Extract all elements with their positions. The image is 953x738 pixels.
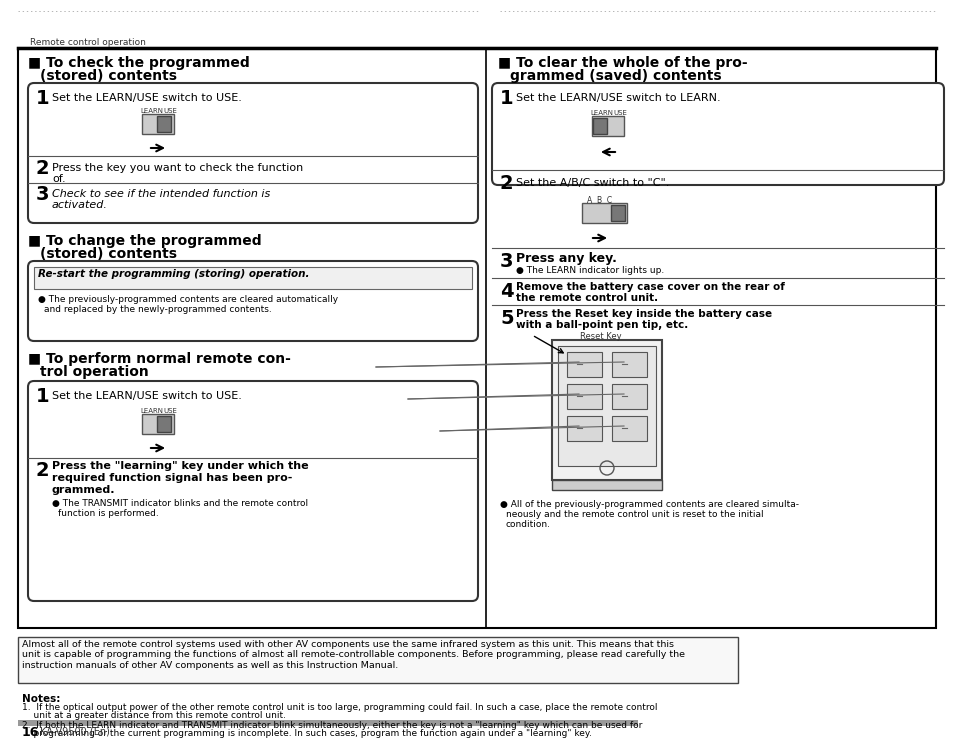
Text: 2: 2 xyxy=(36,461,50,480)
Text: 5: 5 xyxy=(499,309,513,328)
Bar xyxy=(612,352,646,377)
Text: Press any key.: Press any key. xyxy=(516,252,617,265)
Text: required function signal has been pro-: required function signal has been pro- xyxy=(52,473,292,483)
Text: Set the LEARN/USE switch to USE.: Set the LEARN/USE switch to USE. xyxy=(52,391,242,401)
Bar xyxy=(34,267,472,289)
Text: ● All of the previously-programmed contents are cleared simulta-: ● All of the previously-programmed conte… xyxy=(499,500,799,509)
Text: USE: USE xyxy=(163,408,176,414)
Text: USE: USE xyxy=(613,110,626,116)
Bar xyxy=(558,346,656,466)
Text: the remote control unit.: the remote control unit. xyxy=(516,293,658,303)
Text: 1: 1 xyxy=(499,89,513,108)
FancyBboxPatch shape xyxy=(28,83,477,223)
Bar xyxy=(566,384,601,409)
Text: 2: 2 xyxy=(36,159,50,178)
FancyBboxPatch shape xyxy=(28,381,477,601)
Text: Set the LEARN/USE switch to USE.: Set the LEARN/USE switch to USE. xyxy=(52,93,242,103)
Text: grammed (saved) contents: grammed (saved) contents xyxy=(510,69,720,83)
Bar xyxy=(566,416,601,441)
Text: programming or the current programming is incomplete. In such cases, program the: programming or the current programming i… xyxy=(22,729,591,738)
Text: Re-start the programming (storing) operation.: Re-start the programming (storing) opera… xyxy=(38,269,309,279)
Text: Reset Key: Reset Key xyxy=(579,332,621,341)
Bar xyxy=(157,116,171,132)
Text: Check to see if the intended function is: Check to see if the intended function is xyxy=(52,189,270,199)
Bar xyxy=(552,340,661,480)
Text: ● The TRANSMIT indicator blinks and the remote control: ● The TRANSMIT indicator blinks and the … xyxy=(52,499,308,508)
Bar xyxy=(157,416,171,432)
Text: LEARN: LEARN xyxy=(589,110,613,116)
Text: Almost all of the remote control systems used with other AV components use the s: Almost all of the remote control systems… xyxy=(22,640,684,670)
Text: (stored) contents: (stored) contents xyxy=(40,69,177,83)
Text: trol operation: trol operation xyxy=(40,365,149,379)
Bar xyxy=(610,205,624,221)
Text: 16: 16 xyxy=(22,726,39,738)
Text: 1: 1 xyxy=(36,89,50,108)
Bar xyxy=(142,114,173,134)
Text: KA-V9500 (En): KA-V9500 (En) xyxy=(40,727,110,737)
Text: neously and the remote control unit is reset to the initial: neously and the remote control unit is r… xyxy=(505,510,762,519)
FancyBboxPatch shape xyxy=(28,261,477,341)
Text: ■ To change the programmed: ■ To change the programmed xyxy=(28,234,261,248)
Text: 1.  If the optical output power of the other remote control unit is too large, p: 1. If the optical output power of the ot… xyxy=(22,703,657,712)
Text: unit at a greater distance from this remote control unit.: unit at a greater distance from this rem… xyxy=(22,711,286,720)
Text: USE: USE xyxy=(163,108,176,114)
Text: A  B  C: A B C xyxy=(586,196,612,205)
Text: Remote control operation: Remote control operation xyxy=(30,38,146,47)
Bar xyxy=(142,414,173,434)
Text: 2.  If both the LEARN indicator and TRANSMIT indicator blink simultaneously, eit: 2. If both the LEARN indicator and TRANS… xyxy=(22,721,641,730)
Bar xyxy=(552,480,661,490)
Text: ■ To clear the whole of the pro-: ■ To clear the whole of the pro- xyxy=(497,56,747,70)
Text: LEARN: LEARN xyxy=(140,408,163,414)
FancyBboxPatch shape xyxy=(492,83,943,185)
Text: ■ To perform normal remote con-: ■ To perform normal remote con- xyxy=(28,352,291,366)
Text: LEARN: LEARN xyxy=(140,108,163,114)
Text: condition.: condition. xyxy=(505,520,551,529)
Text: Notes:: Notes: xyxy=(22,694,60,704)
Text: Set the LEARN/USE switch to LEARN.: Set the LEARN/USE switch to LEARN. xyxy=(516,93,720,103)
Text: Remove the battery case cover on the rear of: Remove the battery case cover on the rea… xyxy=(516,282,784,292)
Text: and replaced by the newly-programmed contents.: and replaced by the newly-programmed con… xyxy=(44,305,272,314)
Text: grammed.: grammed. xyxy=(52,485,115,495)
Text: with a ball-point pen tip, etc.: with a ball-point pen tip, etc. xyxy=(516,320,687,330)
Text: function is performed.: function is performed. xyxy=(58,509,158,518)
Bar xyxy=(18,637,738,683)
Text: Set the A/B/C switch to "C".: Set the A/B/C switch to "C". xyxy=(516,178,669,188)
Text: Press the Reset key inside the battery case: Press the Reset key inside the battery c… xyxy=(516,309,771,319)
Text: Press the key you want to check the function: Press the key you want to check the func… xyxy=(52,163,303,173)
Text: 1: 1 xyxy=(36,387,50,406)
Bar xyxy=(18,720,638,726)
Bar xyxy=(581,203,626,223)
Bar xyxy=(593,118,606,134)
Bar xyxy=(612,416,646,441)
Text: 3: 3 xyxy=(499,252,513,271)
Text: 4: 4 xyxy=(499,282,513,301)
Text: 3: 3 xyxy=(36,185,50,204)
Bar xyxy=(566,352,601,377)
Bar xyxy=(592,116,623,136)
Text: Press the "learning" key under which the: Press the "learning" key under which the xyxy=(52,461,309,471)
Text: ● The previously-programmed contents are cleared automatically: ● The previously-programmed contents are… xyxy=(38,295,337,304)
Bar xyxy=(18,48,935,628)
Text: (stored) contents: (stored) contents xyxy=(40,247,177,261)
Text: ■ To check the programmed: ■ To check the programmed xyxy=(28,56,250,70)
Text: 2: 2 xyxy=(499,174,513,193)
Text: activated.: activated. xyxy=(52,200,108,210)
Text: of.: of. xyxy=(52,174,66,184)
Bar xyxy=(612,384,646,409)
Text: ● The LEARN indicator lights up.: ● The LEARN indicator lights up. xyxy=(516,266,663,275)
